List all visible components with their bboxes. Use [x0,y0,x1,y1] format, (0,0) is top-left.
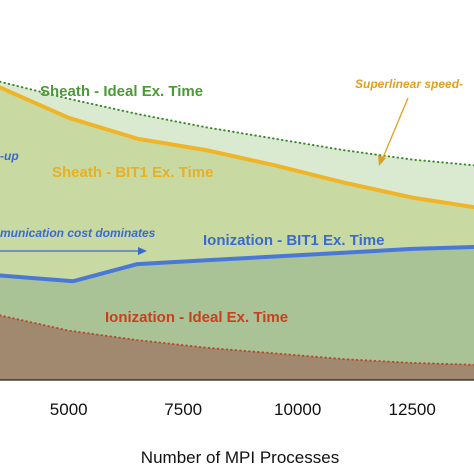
superlinear-arrow-head [378,155,386,166]
annotation-1: -up [0,149,19,163]
x-tick-label: 7500 [164,400,202,419]
annotation-2: munication cost dominates [0,226,156,240]
series-label-0: Sheath - Ideal Ex. Time [40,83,203,100]
series-line-3 [0,314,474,366]
series-label-3: Ionization - Ideal Ex. Time [105,309,288,326]
x-axis-title: Number of MPI Processes [141,448,339,467]
x-tick-label: 10000 [274,400,321,419]
series-line-1 [0,85,474,210]
annotation-0: Superlinear speed- [355,77,463,91]
superlinear-arrow-line [381,97,409,161]
series-line-2 [0,245,474,284]
x-tick-label: 12500 [389,400,436,419]
comm-arrow-head [138,247,147,255]
area-fill-3 [0,315,474,380]
series-label-1: Sheath - BIT1 Ex. Time [52,164,213,181]
series-label-2: Ionization - BIT1 Ex. Time [203,232,384,249]
x-tick-label: 5000 [50,400,88,419]
